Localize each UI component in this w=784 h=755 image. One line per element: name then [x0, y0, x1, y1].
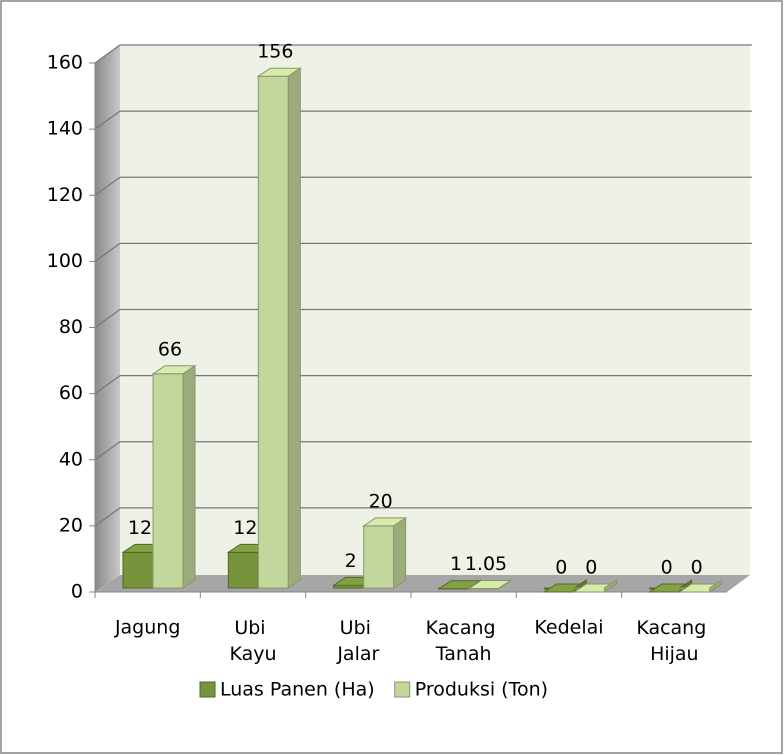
bar-side [393, 516, 407, 589]
value-label: 0 [661, 557, 673, 579]
bar-front [363, 525, 395, 589]
bar [467, 579, 513, 590]
value-label: 66 [158, 338, 182, 360]
grid-line-side [94, 44, 121, 64]
legend-swatch [199, 681, 216, 698]
value-label: 2 [345, 550, 357, 572]
value-label: 0 [555, 557, 567, 579]
bar-front [152, 373, 184, 589]
bar [151, 364, 197, 589]
x-tick-label: Ubi Kayu [229, 617, 276, 665]
bar [256, 67, 302, 589]
bar-front [227, 551, 259, 589]
bar-side [709, 579, 723, 593]
legend-swatch [394, 681, 411, 698]
y-tick-label: 80 [59, 316, 83, 338]
value-label: 156 [257, 41, 293, 63]
bar [678, 579, 724, 593]
legend-label: Luas Panen (Ha) [220, 679, 375, 701]
bar-side [498, 579, 512, 590]
value-label: 0 [691, 557, 703, 579]
grid-line-side [94, 308, 121, 329]
grid-line-side [94, 441, 121, 461]
bar-side [287, 67, 301, 589]
y-tick-label: 60 [59, 382, 83, 404]
bar-front [257, 75, 289, 589]
y-tick-label: 40 [59, 448, 83, 470]
grid-line-side [94, 242, 121, 262]
value-label: 12 [233, 517, 257, 539]
bar [362, 516, 408, 589]
value-label: 20 [369, 490, 393, 512]
bar-front [122, 551, 154, 589]
x-tick-label: Kacang Hijau [636, 617, 712, 665]
y-tick-label: 120 [47, 184, 83, 206]
legend-label: Produksi (Ton) [415, 679, 548, 701]
value-label: 0 [585, 557, 597, 579]
y-tick-label: 0 [71, 581, 83, 603]
x-tick-label: Kacang Tanah [426, 617, 502, 665]
y-tick-label: 20 [59, 514, 83, 536]
bar-side [603, 579, 617, 593]
value-label: 1 [450, 553, 462, 575]
grid-line-side [94, 375, 121, 395]
grid-line-side [94, 507, 121, 527]
bar-side [182, 364, 196, 589]
grid-line-side [94, 110, 121, 130]
y-tick-label: 160 [47, 52, 83, 74]
grid-line-side [94, 176, 121, 196]
value-label: 12 [128, 517, 152, 539]
x-tick-label: Kedelai [534, 617, 603, 639]
bar [572, 579, 618, 593]
y-tick-label: 140 [47, 118, 83, 140]
y-tick-label: 100 [47, 250, 83, 272]
x-tick-label: Ubi Jalar [336, 617, 379, 665]
x-tick-label: Jagung [114, 617, 180, 639]
value-label: 1.05 [465, 553, 507, 575]
